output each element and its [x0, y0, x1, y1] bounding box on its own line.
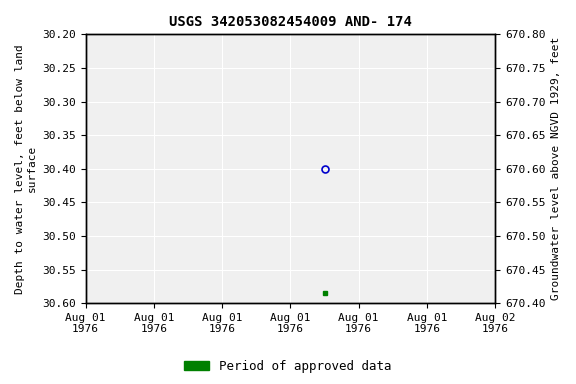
Y-axis label: Groundwater level above NGVD 1929, feet: Groundwater level above NGVD 1929, feet [551, 37, 561, 300]
Legend: Period of approved data: Period of approved data [179, 355, 397, 378]
Title: USGS 342053082454009 AND- 174: USGS 342053082454009 AND- 174 [169, 15, 412, 29]
Y-axis label: Depth to water level, feet below land
surface: Depth to water level, feet below land su… [15, 44, 37, 294]
